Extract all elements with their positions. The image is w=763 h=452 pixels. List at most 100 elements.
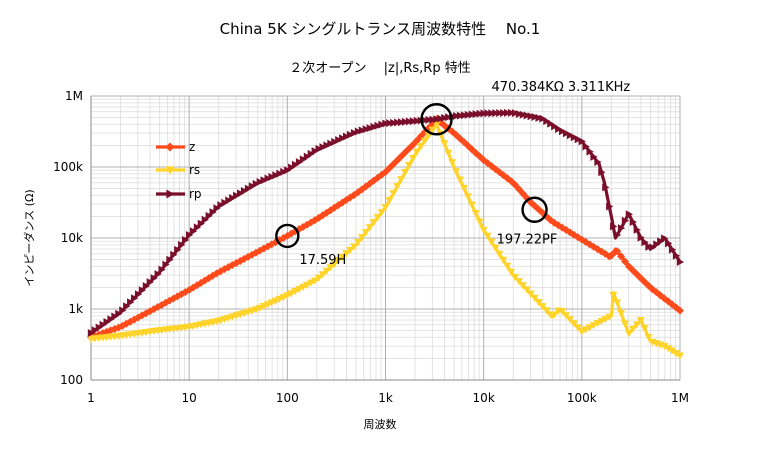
data-point-rp — [138, 286, 147, 295]
data-point-rp — [174, 245, 182, 254]
data-point-rp — [233, 191, 241, 200]
data-point-rs — [361, 229, 370, 237]
data-point-rs — [515, 278, 524, 286]
data-point-z — [515, 185, 524, 194]
legend-marker-rs — [165, 166, 175, 175]
data-point-rp — [401, 117, 410, 126]
data-point-rp — [500, 108, 508, 117]
data-point-rp — [319, 143, 327, 152]
data-point-z — [617, 252, 626, 261]
data-point-rp — [445, 113, 453, 122]
data-point-z — [511, 180, 520, 189]
data-point-rs — [613, 299, 622, 307]
data-point-rs — [495, 250, 504, 258]
data-point-rp — [405, 117, 414, 126]
data-point-rp — [244, 184, 253, 193]
data-point-rp — [111, 312, 119, 321]
data-point-rs — [542, 307, 551, 315]
y-tick-label: 1k — [68, 302, 83, 316]
data-point-rp — [468, 110, 476, 119]
series-rp — [87, 108, 684, 337]
data-point-rp — [123, 302, 131, 311]
data-point-rp — [370, 122, 378, 131]
legend-marker-rp — [166, 189, 175, 199]
data-point-rp — [460, 111, 469, 120]
data-point-rp — [256, 177, 264, 186]
data-point-rp — [197, 219, 205, 228]
data-point-rp — [606, 202, 614, 211]
legend: z rs rp — [156, 140, 202, 201]
data-point-rp — [570, 133, 578, 142]
series-group — [87, 108, 684, 360]
data-point-rp — [205, 211, 213, 220]
legend-label-rp: rp — [189, 187, 202, 201]
data-point-rs — [448, 159, 457, 167]
data-point-rp — [433, 115, 441, 124]
data-point-rp — [315, 144, 323, 153]
data-point-rs — [357, 234, 366, 242]
data-point-rs — [330, 260, 339, 268]
data-point-rp — [221, 198, 229, 207]
x-tick-label: 1 — [87, 391, 95, 405]
data-point-rp — [178, 240, 186, 249]
data-point-rp — [327, 139, 335, 148]
data-point-rp — [339, 134, 347, 143]
grid — [90, 95, 681, 381]
data-point-rp — [346, 130, 355, 139]
data-point-rs — [444, 149, 453, 157]
data-point-rp — [229, 194, 237, 203]
data-point-z — [412, 136, 421, 145]
data-point-rp — [413, 116, 421, 125]
data-point-rs — [471, 209, 480, 218]
data-point-rp — [248, 182, 256, 191]
data-point-rs — [405, 162, 414, 170]
data-point-rp — [276, 169, 284, 178]
data-point-rs — [291, 288, 300, 296]
data-point-rp — [590, 152, 598, 161]
data-point-rs — [566, 316, 575, 324]
data-point-rp — [437, 114, 445, 123]
data-point-rs — [628, 325, 637, 333]
capacitance-label: 197.22PF — [497, 233, 558, 248]
data-point-rs — [416, 143, 425, 151]
data-point-rp — [476, 109, 484, 118]
data-point-rp — [154, 270, 162, 279]
data-point-rs — [460, 184, 469, 193]
data-point-rp — [629, 218, 637, 227]
data-point-rp — [610, 222, 618, 231]
data-point-rp — [107, 315, 115, 324]
data-point-rp — [378, 120, 386, 129]
data-point-rp — [323, 141, 331, 150]
data-point-rs — [632, 321, 641, 329]
data-point-rp — [288, 163, 296, 172]
data-point-rp — [237, 189, 245, 198]
data-point-rp — [665, 239, 673, 248]
data-point-rp — [657, 237, 665, 246]
data-point-rp — [240, 186, 249, 195]
data-point-rp — [543, 117, 551, 126]
data-point-rp — [574, 135, 582, 144]
data-point-rs — [369, 219, 378, 227]
x-tick-label: 1M — [671, 391, 689, 405]
data-point-rs — [499, 256, 508, 264]
data-point-rp — [456, 111, 465, 120]
data-point-rs — [287, 290, 296, 298]
data-point-rp — [515, 109, 524, 118]
data-point-rs — [373, 214, 382, 222]
data-point-rs — [550, 311, 559, 319]
data-point-rp — [130, 294, 139, 303]
data-point-rp — [150, 274, 158, 283]
data-point-rs — [377, 209, 386, 217]
data-point-rp — [653, 240, 661, 249]
resonance-circle — [420, 103, 453, 136]
data-point-rs — [314, 274, 323, 282]
data-point-rs — [299, 283, 308, 292]
data-point-rp — [268, 172, 276, 181]
data-point-rs — [401, 169, 410, 177]
data-point-rp — [559, 127, 567, 136]
data-point-rp — [562, 129, 571, 138]
data-point-rs — [562, 312, 571, 320]
legend-label-rs: rs — [189, 163, 200, 177]
